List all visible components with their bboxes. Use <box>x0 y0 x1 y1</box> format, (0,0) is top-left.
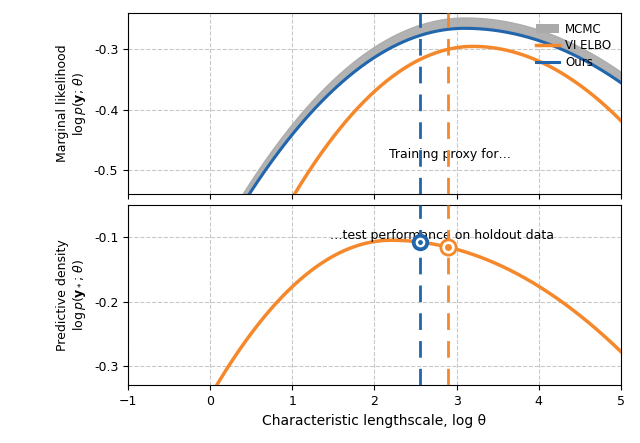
Y-axis label: Predictive density
$\log p(\mathbf{y}_*;\,\theta)$: Predictive density $\log p(\mathbf{y}_*;… <box>56 239 88 351</box>
Legend: MCMC, VI ELBO, Ours: MCMC, VI ELBO, Ours <box>532 19 615 72</box>
Y-axis label: Marginal likelihood
$\log p(\mathbf{y};\,\theta)$: Marginal likelihood $\log p(\mathbf{y};\… <box>56 45 88 163</box>
Text: Training proxy for…: Training proxy for… <box>389 148 511 161</box>
Text: …test performance on holdout data: …test performance on holdout data <box>330 229 554 242</box>
X-axis label: Characteristic lengthscale, log θ: Characteristic lengthscale, log θ <box>262 414 486 427</box>
